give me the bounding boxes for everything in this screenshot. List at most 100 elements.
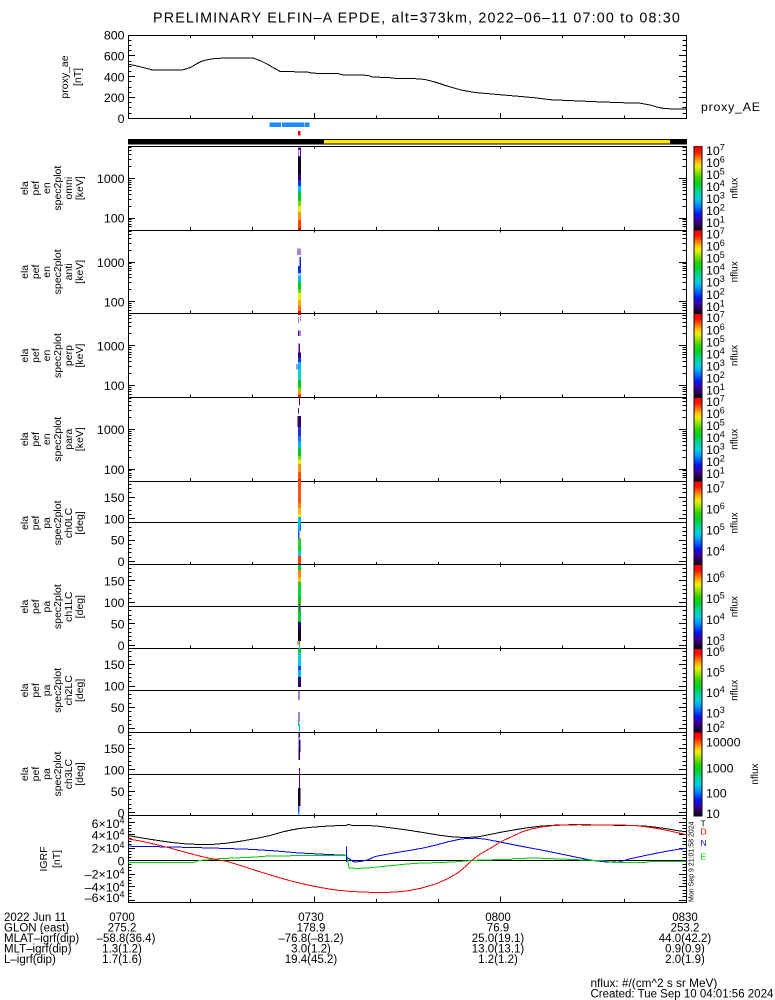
svg-text:omni: omni bbox=[63, 177, 75, 200]
svg-text:50: 50 bbox=[111, 617, 125, 631]
svg-text:Created: Tue Sep 10 04:01:56 2: Created: Tue Sep 10 04:01:56 2024 bbox=[591, 989, 774, 1000]
svg-text:perp: perp bbox=[63, 345, 75, 366]
svg-text:E: E bbox=[701, 852, 707, 862]
svg-text:6×104: 6×104 bbox=[92, 815, 125, 831]
svg-text:spec2plot: spec2plot bbox=[52, 249, 64, 294]
svg-text:10000: 10000 bbox=[706, 736, 741, 750]
svg-text:ch1LC: ch1LC bbox=[63, 591, 75, 622]
svg-text:400: 400 bbox=[104, 70, 125, 84]
svg-text:spec2plot: spec2plot bbox=[52, 166, 64, 211]
svg-text:N: N bbox=[701, 838, 707, 848]
svg-text:0700: 0700 bbox=[109, 912, 135, 924]
svg-text:76.9: 76.9 bbox=[487, 923, 509, 935]
svg-text:2.0(1.9): 2.0(1.9) bbox=[665, 954, 705, 966]
svg-text:0800: 0800 bbox=[485, 912, 511, 924]
svg-text:ela: ela bbox=[19, 265, 31, 279]
svg-text:100: 100 bbox=[706, 786, 727, 800]
svg-text:1000: 1000 bbox=[97, 423, 125, 437]
svg-text:pef: pef bbox=[30, 181, 42, 196]
svg-text:pef: pef bbox=[30, 432, 42, 447]
svg-text:[deg]: [deg] bbox=[74, 595, 86, 618]
svg-text:ch3LC: ch3LC bbox=[63, 758, 75, 789]
svg-text:19.4(45.2): 19.4(45.2) bbox=[285, 954, 338, 966]
svg-text:en: en bbox=[41, 350, 53, 362]
svg-text:0: 0 bbox=[118, 854, 125, 868]
svg-text:nflux: nflux bbox=[750, 763, 761, 784]
svg-text:4×104: 4×104 bbox=[92, 827, 125, 843]
svg-text:50: 50 bbox=[111, 785, 125, 799]
svg-text:[keV]: [keV] bbox=[74, 176, 86, 200]
svg-text:150: 150 bbox=[104, 658, 125, 672]
svg-text:nflux: nflux bbox=[730, 429, 741, 450]
svg-text:2×104: 2×104 bbox=[92, 840, 125, 856]
svg-text:D: D bbox=[701, 826, 707, 836]
svg-text:–76.8(–81.2): –76.8(–81.2) bbox=[278, 933, 343, 945]
svg-text:100: 100 bbox=[104, 212, 125, 226]
svg-text:MLAT–igrf(dip): MLAT–igrf(dip) bbox=[4, 933, 79, 945]
svg-text:MLT–igrf(dip): MLT–igrf(dip) bbox=[4, 944, 72, 956]
svg-text:25.0(19.1): 25.0(19.1) bbox=[472, 933, 525, 945]
svg-text:0.9(0.9): 0.9(0.9) bbox=[665, 944, 705, 956]
svg-text:10: 10 bbox=[706, 807, 720, 821]
svg-text:Mon Sep 9 21:01:58 2024: Mon Sep 9 21:01:58 2024 bbox=[689, 821, 696, 902]
svg-text:nflux: nflux bbox=[730, 596, 741, 617]
svg-text:en: en bbox=[41, 182, 53, 194]
svg-text:PRELIMINARY ELFIN–A EPDE, alt=: PRELIMINARY ELFIN–A EPDE, alt=373km, 202… bbox=[153, 11, 681, 27]
svg-text:100: 100 bbox=[104, 379, 125, 393]
svg-text:800: 800 bbox=[104, 29, 125, 43]
svg-text:[keV]: [keV] bbox=[74, 344, 86, 368]
svg-text:[nT]: [nT] bbox=[72, 68, 84, 86]
svg-text:spec2plot: spec2plot bbox=[52, 751, 64, 796]
svg-text:pef: pef bbox=[30, 348, 42, 363]
svg-text:spec2plot: spec2plot bbox=[52, 333, 64, 378]
svg-text:[keV]: [keV] bbox=[74, 260, 86, 284]
svg-text:L–igrf(dip): L–igrf(dip) bbox=[4, 954, 56, 966]
svg-text:GLON (east): GLON (east) bbox=[4, 923, 69, 935]
svg-text:ela: ela bbox=[19, 683, 31, 697]
svg-text:ela: ela bbox=[19, 599, 31, 613]
svg-text:253.2: 253.2 bbox=[671, 923, 700, 935]
svg-text:[keV]: [keV] bbox=[74, 427, 86, 451]
svg-text:spec2plot: spec2plot bbox=[52, 500, 64, 545]
svg-text:100: 100 bbox=[104, 596, 125, 610]
svg-text:[deg]: [deg] bbox=[74, 511, 86, 534]
svg-text:–58.8(36.4): –58.8(36.4) bbox=[97, 933, 156, 945]
svg-text:–6×104: –6×104 bbox=[85, 889, 125, 905]
svg-text:anti: anti bbox=[63, 263, 75, 280]
svg-text:1000: 1000 bbox=[706, 762, 734, 776]
svg-text:proxy_ae: proxy_ae bbox=[59, 55, 71, 98]
svg-text:pef: pef bbox=[30, 264, 42, 279]
svg-text:T: T bbox=[701, 819, 706, 829]
svg-text:pa: pa bbox=[41, 601, 53, 613]
svg-text:para: para bbox=[63, 429, 75, 450]
svg-text:ela: ela bbox=[19, 432, 31, 446]
svg-text:44.0(42.2): 44.0(42.2) bbox=[659, 933, 712, 945]
svg-text:150: 150 bbox=[104, 575, 125, 589]
svg-text:pef: pef bbox=[30, 683, 42, 698]
svg-text:pa: pa bbox=[41, 768, 53, 780]
svg-text:ela: ela bbox=[19, 516, 31, 530]
svg-text:[deg]: [deg] bbox=[74, 762, 86, 785]
svg-text:178.9: 178.9 bbox=[297, 923, 326, 935]
svg-text:nflux: nflux bbox=[730, 261, 741, 282]
svg-text:0: 0 bbox=[118, 639, 125, 653]
svg-text:100: 100 bbox=[104, 763, 125, 777]
svg-text:1000: 1000 bbox=[97, 256, 125, 270]
svg-text:2022 Jun 11: 2022 Jun 11 bbox=[4, 912, 66, 924]
svg-text:1000: 1000 bbox=[97, 339, 125, 353]
svg-text:0730: 0730 bbox=[298, 912, 324, 924]
svg-text:275.2: 275.2 bbox=[108, 923, 137, 935]
svg-text:100: 100 bbox=[104, 680, 125, 694]
svg-text:50: 50 bbox=[111, 701, 125, 715]
svg-text:nflux: nflux bbox=[730, 178, 741, 199]
svg-text:600: 600 bbox=[104, 50, 125, 64]
svg-text:nflux: nflux bbox=[730, 512, 741, 533]
svg-text:0830: 0830 bbox=[672, 912, 698, 924]
svg-text:0: 0 bbox=[118, 723, 125, 737]
svg-text:pa: pa bbox=[41, 517, 53, 529]
svg-text:–2×104: –2×104 bbox=[85, 866, 125, 882]
svg-text:50: 50 bbox=[111, 534, 125, 548]
svg-text:3.0(1.2): 3.0(1.2) bbox=[291, 944, 331, 956]
svg-text:150: 150 bbox=[104, 742, 125, 756]
svg-text:13.0(13.1): 13.0(13.1) bbox=[472, 944, 525, 956]
